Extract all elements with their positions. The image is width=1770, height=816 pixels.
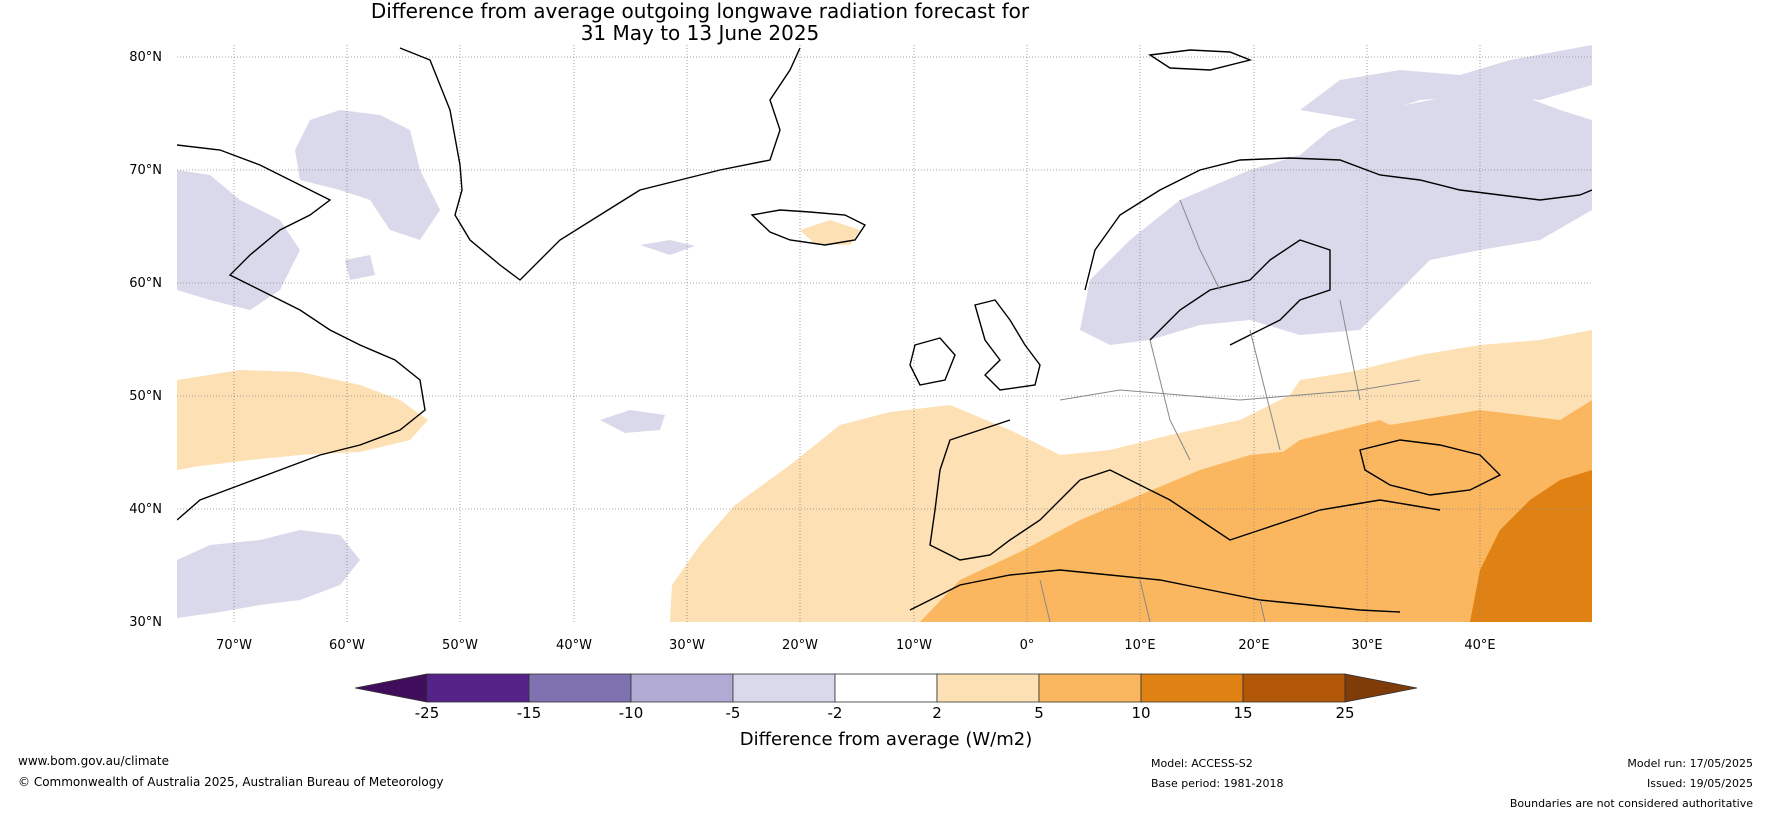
colorbar-label: Difference from average (W/m2) — [740, 729, 1032, 750]
border-europe-2 — [1149, 339, 1191, 461]
footer-disclaimer: Boundaries are not considered authoritat… — [1509, 797, 1753, 810]
footer-website: www.bom.gov.au/climate — [18, 754, 169, 768]
colorbar-tick: 15 — [1233, 704, 1252, 722]
colorbar-tick: -10 — [619, 704, 644, 722]
border-africa — [1039, 579, 1266, 622]
lat-label-60n: 60°N — [129, 276, 162, 291]
colorbar-tick: 10 — [1131, 704, 1150, 722]
colorbar-extend-high — [1344, 673, 1418, 703]
anomaly-region-5-10 — [920, 400, 1592, 622]
footer-model-run: Model run: 17/05/2025 — [1627, 757, 1753, 770]
colorbar-tick: 2 — [932, 704, 942, 722]
anomaly-shading — [177, 45, 1592, 622]
coastlines — [177, 47, 1592, 613]
lat-label-80n: 80°N — [129, 50, 162, 65]
colorbar-segment — [426, 673, 530, 703]
lon-label-70w: 70°W — [216, 638, 252, 653]
anomaly-region-labrador — [177, 170, 300, 310]
chart-title-line1: Difference from average outgoing longwav… — [370, 0, 1030, 23]
canada-arctic-coast — [177, 144, 426, 521]
baltic-coast — [1149, 239, 1331, 346]
gridlines — [177, 45, 1592, 622]
colorbar-tick-labels: -25 -15 -10 -5 -2 2 5 10 15 25 — [415, 704, 1355, 722]
footer-issued: Issued: 19/05/2025 — [1646, 777, 1753, 790]
anomaly-region-scandinavia — [1080, 90, 1592, 345]
colorbar-segment — [630, 673, 734, 703]
anomaly-region-atlantic-blob1 — [600, 410, 665, 433]
border-europe-4 — [1339, 299, 1361, 401]
lon-label-40e: 40°E — [1464, 638, 1495, 653]
footer-copyright: © Commonwealth of Australia 2025, Austra… — [18, 775, 444, 789]
lat-label-50n: 50°N — [129, 389, 162, 404]
colorbar-tick: 5 — [1034, 704, 1044, 722]
colorbar-segment — [1038, 673, 1142, 703]
ireland-coast — [909, 337, 956, 386]
lon-label-40w: 40°W — [556, 638, 592, 653]
lat-label-70n: 70°N — [129, 163, 162, 178]
greenland-coast — [399, 47, 801, 281]
footer-model: Model: ACCESS-S2 — [1151, 757, 1253, 770]
lon-label-0: 0° — [1020, 638, 1035, 653]
colorbar-segment — [1242, 673, 1346, 703]
footer-base-period: Base period: 1981-2018 — [1151, 777, 1284, 790]
country-borders — [1039, 199, 1421, 622]
lat-labels: 80°N 70°N 60°N 50°N 40°N 30°N — [129, 50, 162, 630]
lon-label-50w: 50°W — [442, 638, 478, 653]
colorbar-segments — [354, 673, 1418, 703]
colorbar-tick: 25 — [1335, 704, 1354, 722]
lon-label-30w: 30°W — [669, 638, 705, 653]
arctic-islands-coast — [1148, 49, 1253, 71]
iceland-coast — [750, 209, 867, 246]
lon-label-60w: 60°W — [329, 638, 365, 653]
border-europe-3 — [1249, 329, 1281, 451]
colorbar-segment — [834, 673, 938, 703]
colorbar-tick: -15 — [517, 704, 542, 722]
british-isles-coast — [974, 299, 1041, 391]
colorbar-segment — [1140, 673, 1244, 703]
anomaly-region-canada — [177, 370, 428, 470]
lon-label-30e: 30°E — [1351, 638, 1382, 653]
lon-label-10e: 10°E — [1124, 638, 1155, 653]
anomaly-region-iceland — [800, 220, 860, 245]
border-scandinavia — [1179, 199, 1221, 291]
anomaly-region-atlantic-blob2 — [640, 240, 695, 255]
colorbar-segment — [528, 673, 632, 703]
chart-title-line2: 31 May to 13 June 2025 — [580, 21, 820, 45]
anomaly-region-atlantic-sw — [177, 530, 360, 618]
scandinavia-coast — [1084, 157, 1592, 291]
europe-med-coast — [1079, 469, 1441, 541]
colorbar-tick: -2 — [828, 704, 843, 722]
colorbar-extend-low — [354, 673, 428, 703]
colorbar-segment — [732, 673, 836, 703]
anomaly-region-arctic — [1300, 45, 1592, 120]
colorbar-tick: -25 — [415, 704, 440, 722]
anomaly-region-atlantic-blob3 — [345, 255, 375, 280]
colorbar-segment — [936, 673, 1040, 703]
colorbar-tick: -5 — [726, 704, 741, 722]
black-sea-coast — [1359, 439, 1502, 496]
lon-label-20w: 20°W — [782, 638, 818, 653]
anomaly-region-10-15 — [1470, 470, 1592, 622]
lon-label-10w: 10°W — [896, 638, 932, 653]
anomaly-region-baffin — [295, 110, 440, 240]
lat-label-30n: 30°N — [129, 615, 162, 630]
border-europe-1 — [1059, 379, 1421, 401]
lon-labels: 70°W 60°W 50°W 40°W 30°W 20°W 10°W 0° 10… — [216, 638, 1496, 653]
iberia-coast — [929, 419, 1081, 561]
north-africa-coast — [909, 569, 1401, 613]
lon-label-20e: 20°E — [1238, 638, 1269, 653]
lat-label-40n: 40°N — [129, 502, 162, 517]
